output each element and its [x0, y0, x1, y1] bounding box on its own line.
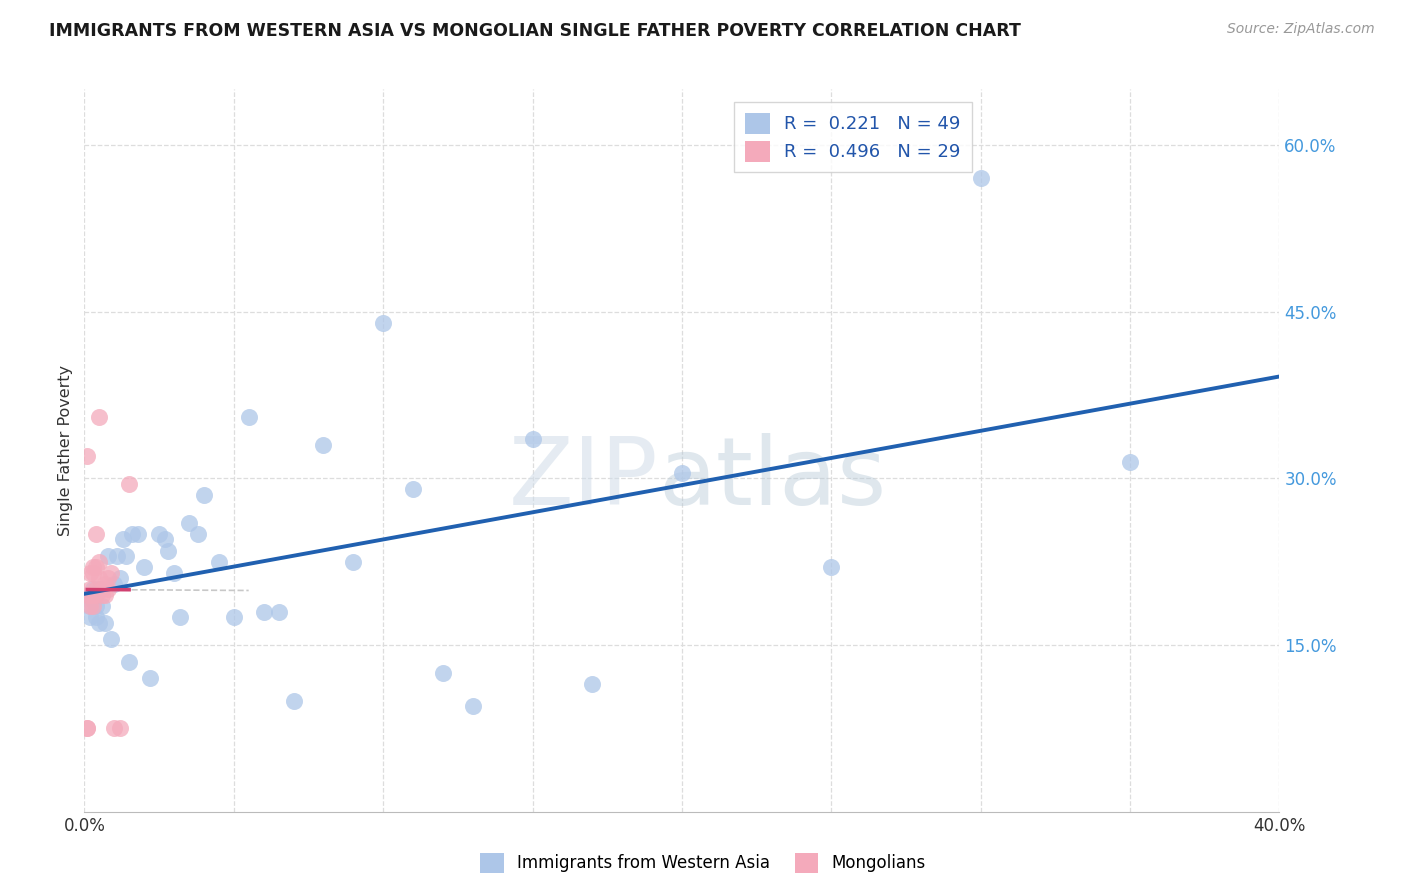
Point — [432, 665, 454, 680]
Point — [79, 588, 101, 602]
Text: ZIP: ZIP — [509, 434, 658, 525]
Point — [89, 571, 111, 585]
Point — [76, 722, 98, 736]
Point — [89, 615, 111, 630]
Point — [132, 560, 156, 574]
Point — [139, 671, 162, 685]
Point — [148, 526, 170, 541]
Point — [86, 588, 108, 602]
Point — [86, 526, 108, 541]
Point — [970, 171, 993, 186]
Point — [82, 593, 104, 607]
Point — [118, 476, 141, 491]
Y-axis label: Single Father Poverty: Single Father Poverty — [58, 365, 73, 536]
Point — [79, 599, 101, 613]
Point — [208, 555, 231, 569]
Point — [105, 549, 128, 563]
Point — [94, 615, 117, 630]
Point — [581, 677, 603, 691]
Point — [89, 582, 111, 597]
Point — [89, 410, 111, 425]
Point — [373, 316, 395, 330]
Point — [267, 605, 290, 619]
Point — [312, 438, 335, 452]
Text: IMMIGRANTS FROM WESTERN ASIA VS MONGOLIAN SINGLE FATHER POVERTY CORRELATION CHAR: IMMIGRANTS FROM WESTERN ASIA VS MONGOLIA… — [49, 22, 1021, 40]
Point — [97, 582, 120, 597]
Point — [253, 605, 276, 619]
Point — [238, 410, 260, 425]
Point — [79, 582, 101, 597]
Point — [169, 610, 191, 624]
Point — [522, 433, 544, 447]
Point — [76, 722, 98, 736]
Point — [187, 526, 209, 541]
Point — [89, 555, 111, 569]
Point — [79, 599, 101, 613]
Point — [820, 560, 842, 574]
Point — [76, 588, 98, 602]
Point — [153, 533, 176, 547]
Point — [76, 588, 98, 602]
Point — [91, 582, 114, 597]
Point — [103, 722, 125, 736]
Point — [76, 449, 98, 463]
Point — [86, 582, 108, 597]
Point — [86, 599, 108, 613]
Text: Source: ZipAtlas.com: Source: ZipAtlas.com — [1227, 22, 1375, 37]
Point — [177, 516, 200, 530]
Point — [112, 533, 135, 547]
Point — [94, 588, 117, 602]
Point — [222, 610, 245, 624]
Point — [283, 693, 305, 707]
Point — [86, 560, 108, 574]
Point — [82, 588, 104, 602]
Point — [1119, 454, 1142, 468]
Point — [103, 577, 125, 591]
Point — [163, 566, 186, 580]
Text: atlas: atlas — [658, 434, 886, 525]
Point — [127, 526, 149, 541]
Point — [121, 526, 143, 541]
Point — [79, 610, 101, 624]
Point — [97, 549, 120, 563]
Point — [91, 588, 114, 602]
Legend: Immigrants from Western Asia, Mongolians: Immigrants from Western Asia, Mongolians — [474, 847, 932, 880]
Point — [82, 582, 104, 597]
Point — [342, 555, 364, 569]
Point — [671, 466, 693, 480]
Point — [118, 655, 141, 669]
Point — [110, 722, 132, 736]
Point — [82, 560, 104, 574]
Point — [97, 571, 120, 585]
Point — [110, 571, 132, 585]
Point — [91, 599, 114, 613]
Point — [86, 610, 108, 624]
Point — [100, 566, 122, 580]
Point — [115, 549, 138, 563]
Point — [157, 543, 180, 558]
Point — [79, 566, 101, 580]
Point — [402, 483, 425, 497]
Point — [94, 577, 117, 591]
Point — [82, 599, 104, 613]
Point — [193, 488, 215, 502]
Point — [100, 632, 122, 647]
Point — [82, 566, 104, 580]
Legend: R =  0.221   N = 49, R =  0.496   N = 29: R = 0.221 N = 49, R = 0.496 N = 29 — [734, 102, 972, 172]
Point — [461, 699, 484, 714]
